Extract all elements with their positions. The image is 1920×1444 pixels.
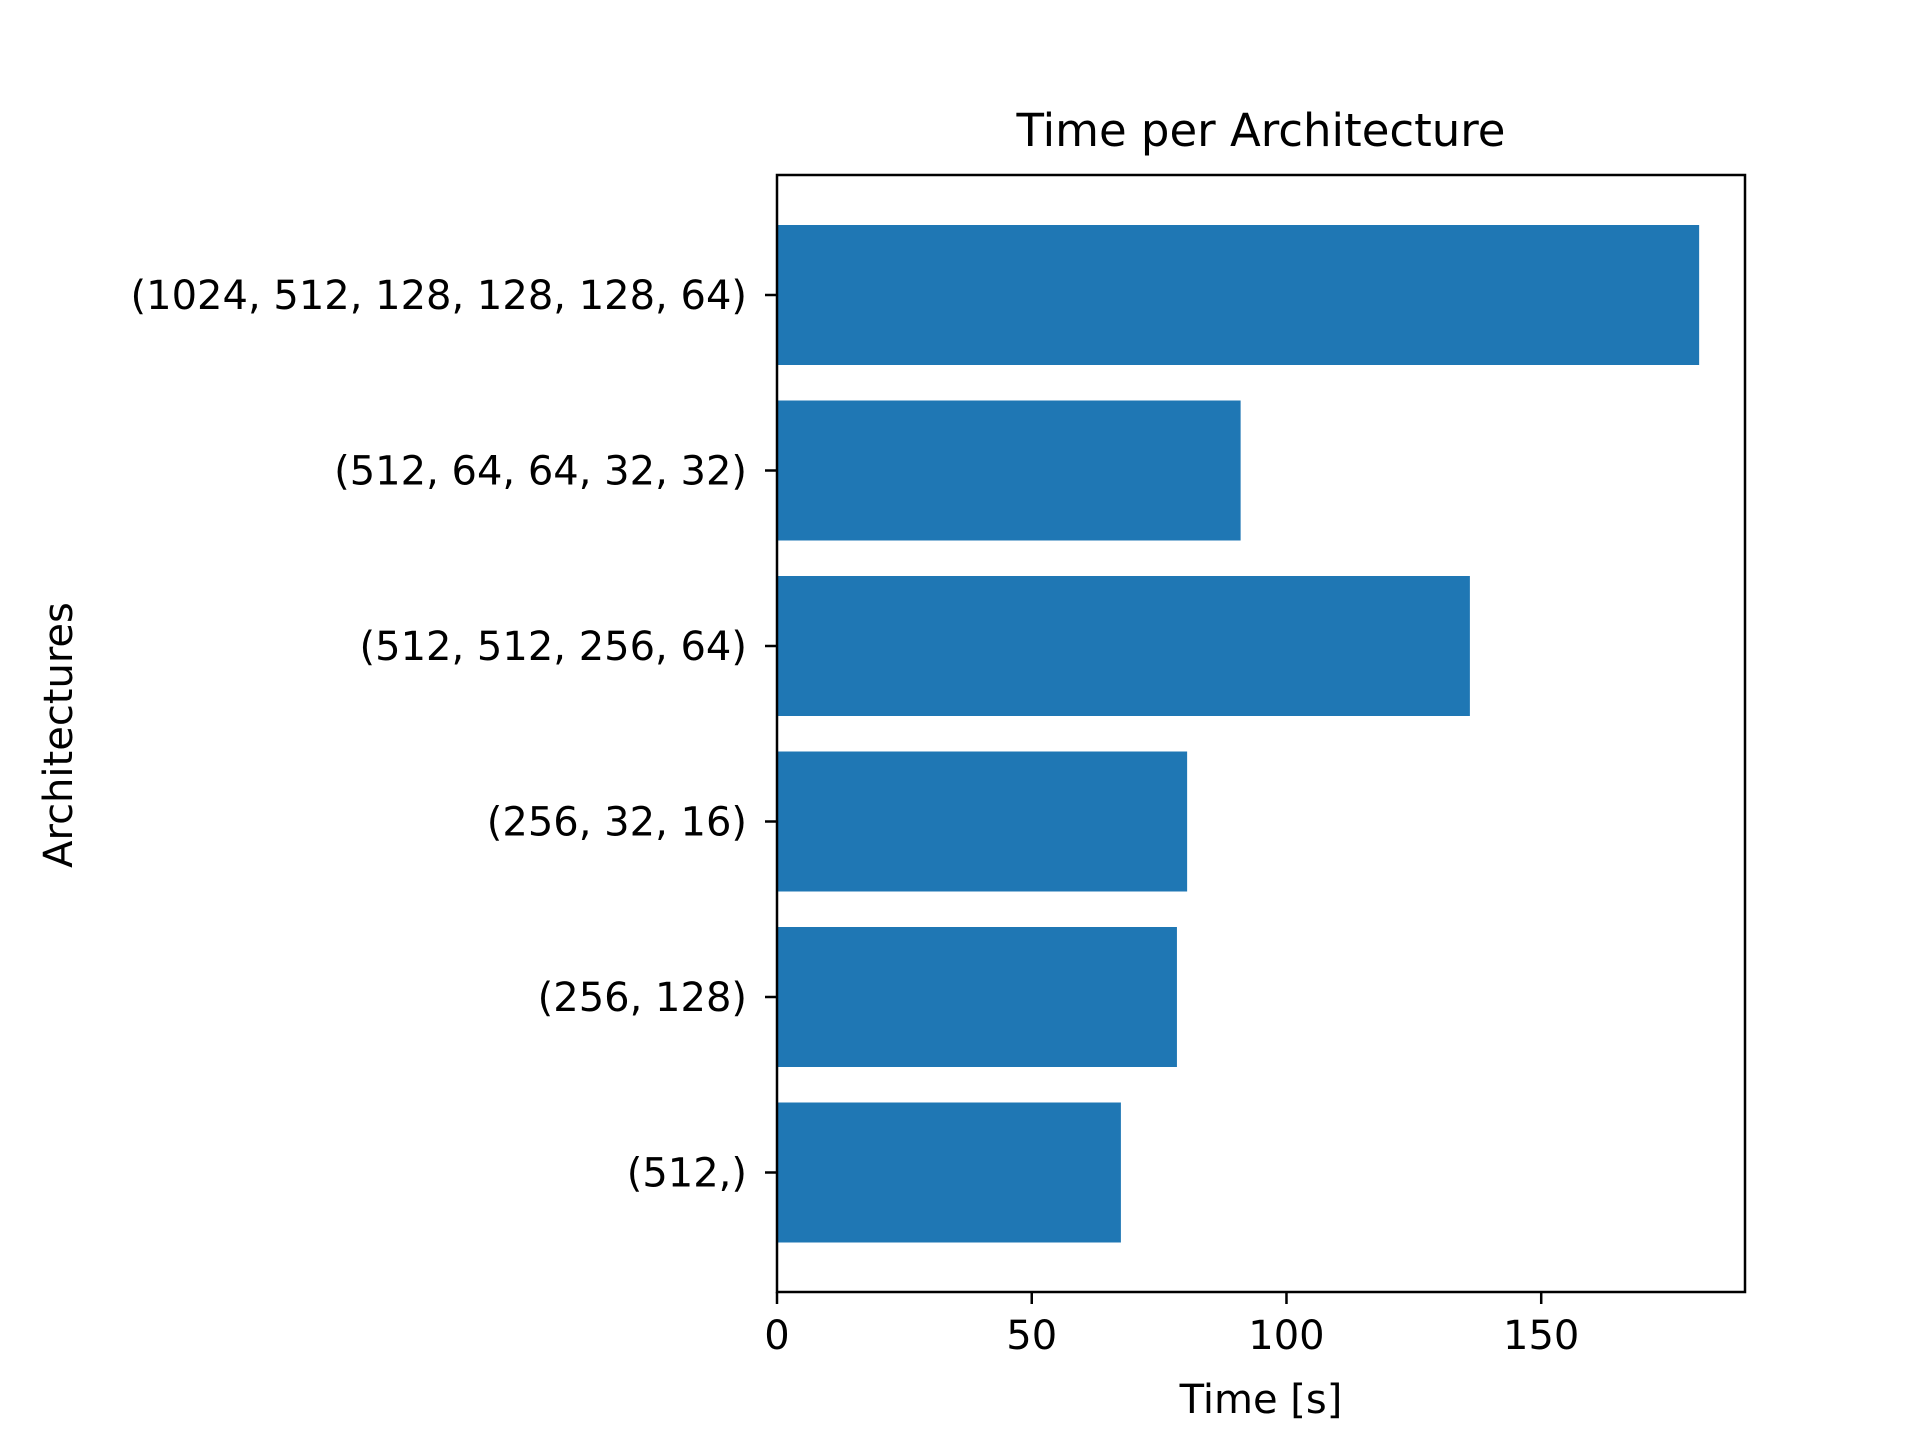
y-tick-label: (512, 64, 64, 32, 32): [334, 449, 747, 495]
y-tick-label: (512, 512, 256, 64): [360, 624, 747, 670]
y-tick-label: (512,): [627, 1151, 747, 1197]
bars-layer: [777, 225, 1700, 1243]
bar: [777, 225, 1700, 365]
y-axis: (1024, 512, 128, 128, 128, 64) (512, 64, …: [131, 273, 777, 1197]
chart-title: Time per Architecture: [1016, 104, 1506, 157]
x-tick-label: 100: [1248, 1313, 1324, 1359]
bar: [777, 751, 1188, 892]
y-tick-label: (1024, 512, 128, 128, 128, 64): [131, 273, 747, 319]
x-axis: 0 50 100 150: [764, 1292, 1579, 1359]
plot-frame: [775, 173, 1747, 1294]
x-axis-label: Time [s]: [1179, 1377, 1343, 1423]
x-tick-label: 0: [764, 1313, 789, 1359]
y-axis-label: Architectures: [36, 602, 82, 868]
y-tick-label: (256, 128): [538, 975, 747, 1021]
bar: [777, 400, 1241, 541]
x-tick-label: 150: [1503, 1313, 1579, 1359]
y-tick-label: (256, 32, 16): [487, 800, 747, 846]
bar: [777, 927, 1177, 1067]
bar: [777, 576, 1470, 716]
x-tick-label: 50: [1006, 1313, 1057, 1359]
bar: [777, 1102, 1121, 1243]
